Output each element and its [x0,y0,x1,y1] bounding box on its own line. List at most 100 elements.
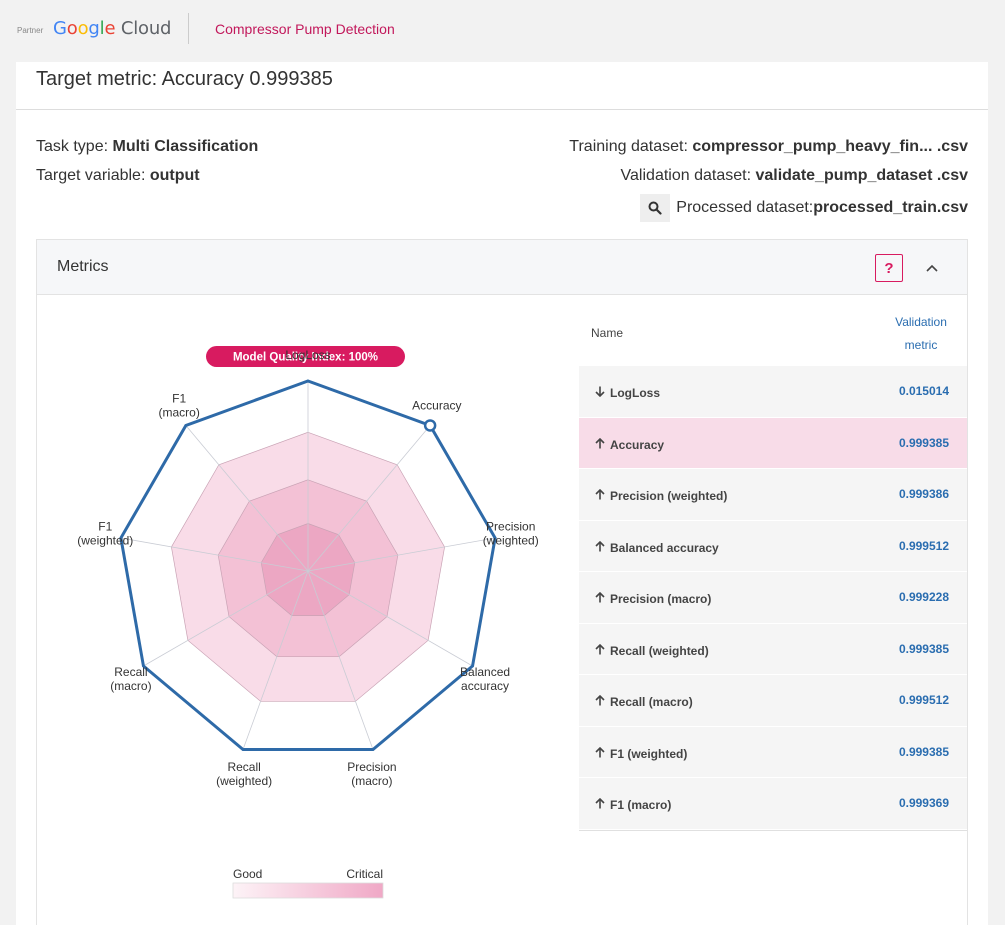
target-variable: Target variable: output [36,161,258,190]
metrics-header[interactable]: Metrics ? [37,240,967,295]
arrow-up-icon [595,488,607,503]
radar-series [119,379,497,752]
table-row[interactable]: LogLoss 0.015014 [579,366,967,418]
arrow-down-icon [595,386,607,400]
table-row[interactable]: Recall (weighted) 0.999385 [579,623,967,675]
metric-name: Accuracy [595,437,665,452]
radar-spoke [120,537,309,572]
quality-radar-chart: Model Quality Index: 100%LogLoss Accuracy… [77,346,539,899]
training-dataset-label: Training dataset: [569,138,693,155]
header-divider [188,13,189,44]
metric-value: 0.999385 [898,744,949,759]
radar-axis-label: Balanced accuracy [460,665,510,693]
radar-axis-label: Recall (weighted) [216,760,272,788]
metric-value: 0.999512 [898,538,949,553]
metric-label: Precision (weighted) [610,489,728,503]
cloud-logo-text: Cloud [120,18,172,39]
top-bar: Partner Google Cloud Compressor Pump Det… [0,0,1005,60]
metric-label: LogLoss [610,386,660,400]
search-icon[interactable] [640,193,671,222]
metric-label: Accuracy [610,437,665,452]
quality-badge-text: Model Quality Index: 100% [233,352,378,364]
partner-label: Partner [17,26,44,35]
metric-name: F1 (weighted) [595,746,688,761]
radar-axis-label: F1 (weighted) [77,519,133,547]
radar-axis-label: Precision (weighted) [483,519,539,547]
metric-label: Precision (macro) [610,592,712,606]
metric-label: F1 (macro) [610,798,672,812]
task-type-label: Task type: [36,138,113,155]
legend-good-label: Good [233,867,262,881]
radar-axis-label: F1 (macro) [158,392,199,420]
radar-axis-label: Recall (macro) [110,665,151,693]
arrow-up-icon [595,437,607,452]
chevron-up-icon[interactable] [922,258,942,278]
help-button[interactable]: ? [875,254,903,282]
task-info: Task type: Multi Classification Target v… [36,132,258,190]
metric-label: F1 (weighted) [610,746,688,761]
dataset-info: Training dataset: compressor_pump_heavy_… [569,132,968,222]
target-variable-value: output [149,167,200,184]
metric-value: 0.999228 [898,590,949,604]
metric-value: 0.015014 [898,384,949,398]
radar-spoke [143,570,309,667]
metric-name: Recall (weighted) [595,643,709,658]
target-variable-label: Target variable: [36,167,150,184]
metrics-table: Name Validation metric LogLoss 0.015014 Ac… [579,296,967,831]
results-card: Target metric: Accuracy 0.999385 Task ty… [16,62,988,925]
google-logo-text: Google [53,18,116,39]
arrow-up-icon [595,540,607,555]
radar-spoke [307,425,431,572]
column-name-header: Name [591,326,624,340]
radar-highlight-point [423,419,437,432]
validation-dataset-value: validate_pump_dataset .csv [755,167,968,184]
radar-spoke [185,425,309,572]
processed-dataset: Processed dataset: processed_train.csv [569,193,968,222]
table-row[interactable]: Accuracy 0.999385 [579,417,967,469]
metric-name: F1 (macro) [595,797,672,812]
table-row[interactable]: Recall (macro) 0.999512 [579,675,967,727]
metric-value: 0.999512 [898,693,949,707]
radar-axis-label: LogLoss [285,348,330,362]
metric-value: 0.999385 [898,435,949,450]
radar-axis-label: Precision (macro) [347,760,396,788]
target-metric-title: Target metric: Accuracy 0.999385 [36,68,333,90]
quality-badge [206,346,405,367]
radar-spoke [307,570,473,667]
google-cloud-logo: Google Cloud [53,18,171,39]
arrow-up-icon [595,797,607,812]
validation-dataset-label: Validation dataset: [620,167,756,184]
training-dataset-value: compressor_pump_heavy_fin... .csv [692,138,968,155]
task-type-value: Multi Classification [112,138,259,155]
metrics-title: Metrics [57,258,109,275]
arrow-up-icon [595,643,607,658]
table-divider [579,829,967,831]
legend-gradient [232,882,384,899]
radar-spoke [307,570,374,750]
table-row[interactable]: F1 (weighted) 0.999385 [579,726,967,778]
table-row[interactable]: F1 (macro) 0.999369 [579,778,967,830]
target-metric-row: Target metric: Accuracy 0.999385 [16,62,988,110]
metric-name: Recall (macro) [595,694,693,709]
processed-dataset-value: processed_train.csv [813,199,968,216]
metric-value: 0.999369 [898,796,949,810]
table-row[interactable]: Precision (weighted) 0.999386 [579,469,967,521]
table-row[interactable]: Precision (macro) 0.999228 [579,572,967,624]
metrics-panel: Metrics ? Model Quality Index: 100% LogLo… [36,239,968,925]
column-validation-header[interactable]: Validation metric [895,315,947,352]
arrow-up-icon [595,591,607,606]
arrow-up-icon [595,694,607,709]
radar-spoke [242,570,309,750]
app-title-link[interactable]: Compressor Pump Detection [215,21,395,37]
processed-dataset-label: Processed dataset: [676,199,814,216]
metrics-table-header: Name Validation metric [579,296,967,366]
metric-name: Precision (weighted) [595,488,728,503]
table-row[interactable]: Balanced accuracy 0.999512 [579,520,967,572]
metric-label: Balanced accuracy [610,540,719,555]
training-dataset: Training dataset: compressor_pump_heavy_… [569,132,968,161]
metrics-rows: LogLoss 0.015014 Accuracy 0.999385 Precision… [579,366,967,830]
radar-axis-label: Accuracy [412,399,461,413]
metric-label: Recall (macro) [610,695,693,709]
metric-name: LogLoss [595,386,660,400]
arrow-up-icon [595,746,607,761]
